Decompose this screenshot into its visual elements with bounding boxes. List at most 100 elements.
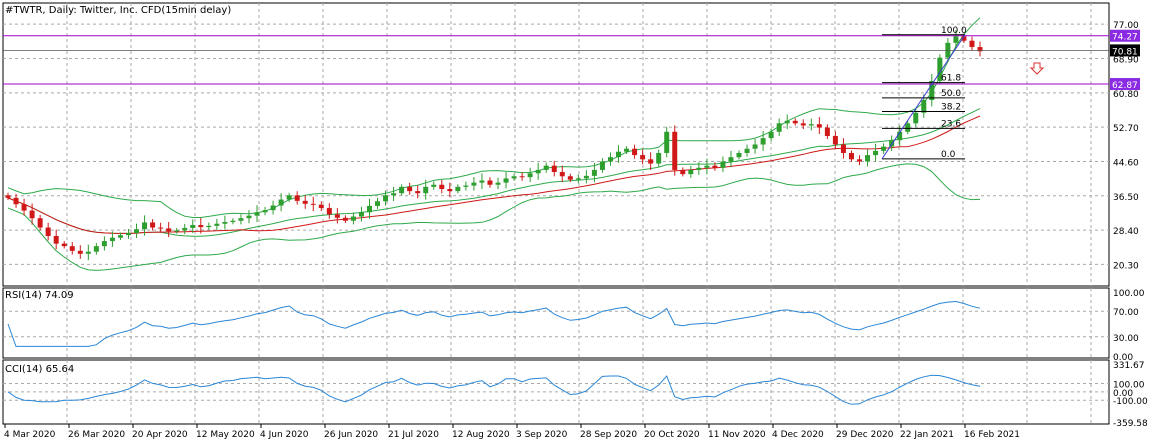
candle-body — [190, 224, 196, 228]
candle-body — [792, 120, 798, 124]
candle-body — [696, 167, 702, 170]
candle-body — [310, 203, 316, 205]
candle-body — [632, 148, 638, 156]
rsi-line — [7, 300, 981, 347]
current-price-label: 70.81 — [1112, 47, 1138, 57]
price-panel[interactable]: 74.27 62.87 70.81 100.0 61.8 50.0 38.2 23.6 0.0 — [3, 17, 1140, 271]
rsi-tick-label: 0.00 — [1113, 353, 1133, 363]
candle-body — [648, 159, 654, 164]
candle-body — [889, 140, 895, 147]
price-tick-label: 68.90 — [1113, 55, 1139, 65]
candle-body — [415, 191, 421, 194]
candle-body — [487, 180, 493, 185]
candle-body — [423, 186, 429, 194]
x-tick-label: 4 Dec 2020 — [772, 430, 824, 440]
candle-body — [302, 200, 308, 204]
candle-body — [624, 148, 630, 152]
grid — [2, 2, 1110, 425]
x-tick-label: 26 Jun 2020 — [324, 430, 378, 440]
candle-body — [913, 112, 919, 124]
price-tick-label: 44.60 — [1113, 158, 1139, 168]
candle-body — [198, 224, 204, 228]
candle-body — [214, 223, 220, 226]
candle-body — [897, 131, 903, 141]
candle-body — [664, 131, 670, 153]
candle-body — [873, 150, 879, 156]
candle-body — [383, 195, 389, 202]
candle-body — [937, 57, 943, 81]
candle-body — [150, 222, 156, 228]
candle-body — [495, 182, 501, 185]
price-level-badge — [1110, 78, 1140, 91]
candle-body — [511, 176, 517, 179]
fibonacci-label: 61.8 — [941, 74, 961, 84]
candle-body — [142, 222, 148, 230]
x-tick-label: 16 Feb 2021 — [964, 430, 1020, 440]
x-tick-label: 4 Mar 2020 — [4, 430, 56, 440]
candle-body — [21, 204, 27, 211]
candle-body — [656, 152, 662, 164]
candle-body — [977, 47, 983, 52]
candle-body — [85, 251, 91, 254]
candle-body — [519, 176, 525, 178]
cci-panel[interactable] — [7, 374, 981, 405]
candle-body — [375, 201, 381, 206]
candle-body — [318, 204, 324, 209]
candle-body — [61, 243, 67, 247]
candle-body — [447, 188, 453, 192]
x-tick-label: 22 Jan 2021 — [900, 430, 954, 440]
candle-body — [407, 186, 413, 192]
x-tick-label: 20 Oct 2020 — [644, 430, 700, 440]
candle-body — [760, 138, 766, 145]
fibonacci-trend-line — [881, 34, 966, 160]
candle-body — [455, 186, 461, 192]
candle-body — [503, 178, 509, 183]
candle-body — [704, 165, 710, 168]
cci-tick-label: -100.00 — [1113, 397, 1148, 407]
candle-body — [784, 120, 790, 124]
candle-body — [800, 123, 806, 126]
candle-body — [174, 230, 180, 232]
candle-body — [286, 195, 292, 200]
candle-body — [824, 127, 830, 137]
candle-body — [728, 157, 734, 162]
candle-body — [117, 235, 123, 238]
candle-body — [688, 169, 694, 175]
candle-body — [294, 195, 300, 201]
fibonacci-label: 23.6 — [941, 119, 961, 129]
rsi-panel[interactable] — [7, 300, 981, 347]
candle-body — [37, 218, 43, 228]
x-tick-label: 4 Jun 2020 — [260, 430, 309, 440]
x-tick-label: 3 Sep 2020 — [516, 430, 568, 440]
rsi-title: RSI(14) 74.09 — [5, 290, 74, 301]
candle-body — [551, 165, 557, 173]
chart-title: #TWTR, Daily: Twitter, Inc. CFD(15min de… — [5, 5, 231, 16]
x-tick-label: 12 Aug 2020 — [452, 430, 510, 440]
candle-body — [93, 246, 99, 252]
candle-body — [567, 176, 573, 180]
candle-body — [929, 80, 935, 101]
candle-body — [29, 210, 35, 219]
price-tick-label: 20.30 — [1113, 261, 1139, 271]
rsi-tick-label: 100.00 — [1113, 289, 1145, 299]
x-tick-label: 11 Nov 2020 — [708, 430, 766, 440]
candle-body — [969, 40, 975, 48]
candle-body — [69, 246, 75, 251]
rsi-tick-label: 30.00 — [1113, 334, 1139, 344]
fibonacci-label: 50.0 — [941, 89, 961, 99]
candle-body — [744, 148, 750, 153]
candle-body — [575, 178, 581, 180]
candle-body — [583, 175, 589, 179]
candle-body — [5, 195, 11, 198]
candle-body — [109, 237, 115, 242]
candle-body — [720, 161, 726, 168]
price-tick-label: 36.50 — [1113, 193, 1139, 203]
price-level-badge — [1110, 29, 1140, 42]
candle-body — [865, 155, 871, 162]
candle-body — [399, 186, 405, 194]
rsi-tick-label: 70.00 — [1113, 308, 1139, 318]
price-tick-label: 77.00 — [1113, 21, 1139, 31]
panel-frame — [2, 2, 1110, 287]
